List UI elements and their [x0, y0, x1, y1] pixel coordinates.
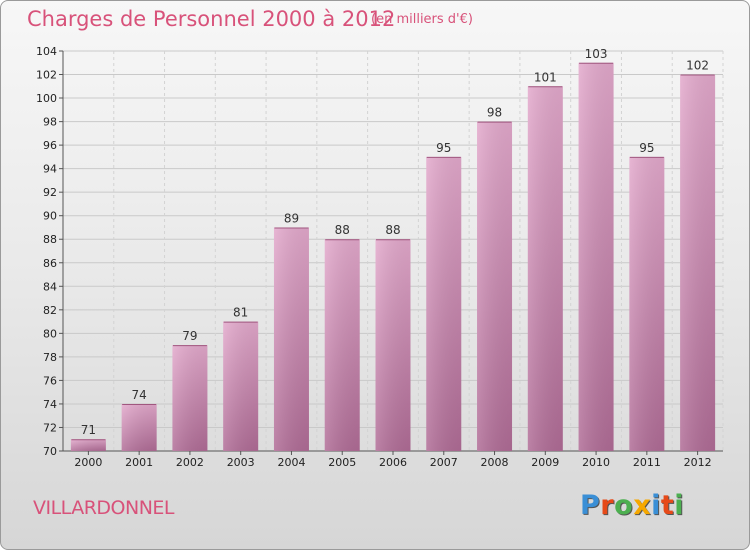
town-name: VILLARDONNEL	[33, 497, 175, 519]
bar-shading	[223, 321, 259, 451]
bar-shading	[121, 403, 157, 451]
y-tick-label: 90	[43, 210, 57, 223]
bar-shading	[477, 121, 513, 452]
data-label: 95	[639, 141, 654, 155]
data-label: 103	[585, 47, 608, 61]
y-tick-label: 94	[43, 163, 57, 176]
x-tick-label: 2001	[125, 456, 153, 469]
y-tick-label: 76	[43, 374, 57, 387]
data-label: 71	[81, 423, 96, 437]
data-label: 74	[132, 388, 147, 402]
y-tick-label: 102	[36, 69, 57, 82]
data-label: 88	[335, 223, 350, 237]
logo-letter: t	[660, 490, 675, 521]
x-tick-label: 2005	[328, 456, 356, 469]
y-tick-label: 78	[43, 351, 57, 364]
x-tick-label: 2010	[582, 456, 610, 469]
logo-letter: i	[651, 490, 661, 521]
bar-shading	[172, 345, 208, 451]
x-tick-label: 2006	[379, 456, 407, 469]
data-label: 98	[487, 106, 502, 120]
y-tick-label: 98	[43, 116, 57, 129]
x-tick-label: 2000	[74, 456, 102, 469]
logo-letter: i	[674, 490, 685, 521]
x-tick-label: 2003	[227, 456, 255, 469]
y-tick-label: 104	[36, 45, 57, 58]
bar-shading	[527, 86, 563, 451]
bar-shading	[426, 156, 462, 451]
x-tick-label: 2002	[176, 456, 204, 469]
chart-title: Charges de Personnel 2000 à 2012	[27, 7, 396, 31]
bar-shading	[680, 74, 716, 451]
x-tick-label: 2004	[277, 456, 305, 469]
data-label: 88	[385, 223, 400, 237]
y-tick-label: 96	[43, 139, 57, 152]
data-label: 95	[436, 141, 451, 155]
x-tick-label: 2011	[633, 456, 661, 469]
y-tick-label: 74	[43, 398, 57, 411]
data-label: 79	[182, 329, 197, 343]
y-tick-label: 72	[43, 421, 57, 434]
bar-shading	[324, 239, 360, 451]
x-tick-label: 2008	[481, 456, 509, 469]
data-label: 102	[686, 59, 709, 73]
bar-shading	[629, 156, 665, 451]
bars	[70, 62, 716, 452]
y-tick-label: 84	[43, 280, 57, 293]
logo-letter: o	[614, 490, 634, 521]
y-tick-label: 86	[43, 257, 57, 270]
bar-shading	[375, 239, 411, 451]
y-tick-label: 70	[43, 445, 57, 458]
y-tick-label: 82	[43, 304, 57, 317]
data-label: 81	[233, 306, 248, 320]
x-tick-label: 2007	[430, 456, 458, 469]
y-tick-label: 100	[36, 92, 57, 105]
labels: 70 72 74 76 78 80 82 84 86 88 90 92 94 96 98 100 102 104 7…	[36, 45, 712, 469]
x-tick-label: 2009	[531, 456, 559, 469]
y-tick-label: 88	[43, 233, 57, 246]
bar-shading	[273, 227, 309, 451]
bar-shading	[578, 62, 614, 451]
bar-shading	[70, 439, 106, 451]
y-tick-label: 80	[43, 327, 57, 340]
chart-subtitle: (en milliers d'€)	[371, 12, 473, 27]
data-label: 101	[534, 70, 557, 84]
logo-letter: P	[580, 490, 601, 521]
logo-letter: r	[600, 490, 615, 521]
logo-letter: x	[633, 490, 652, 521]
y-tick-label: 92	[43, 186, 57, 199]
x-tick-label: 2012	[684, 456, 712, 469]
data-label: 89	[284, 211, 299, 225]
proxiti-logo[interactable]: Proxiti	[580, 490, 684, 521]
